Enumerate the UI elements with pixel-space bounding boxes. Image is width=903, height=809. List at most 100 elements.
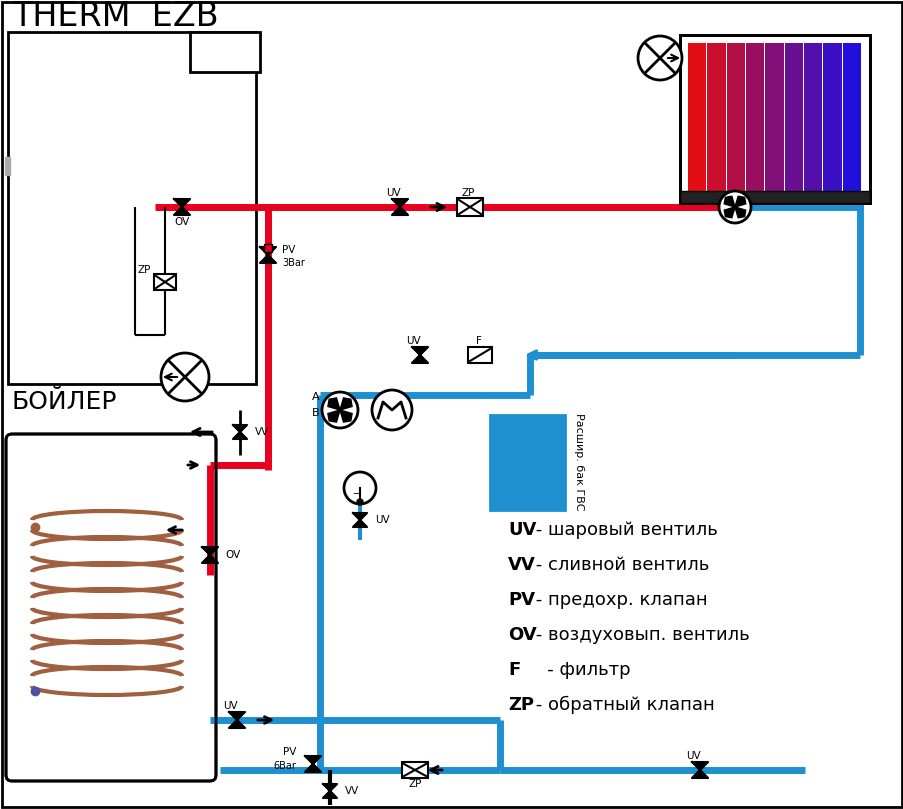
Polygon shape [322,784,337,798]
Text: UV: UV [386,188,400,198]
Bar [679,191,869,203]
Bar [18,713,204,718]
Text: A: A [312,392,320,402]
Bar [18,679,204,684]
Text: - воздуховып. вентиль: - воздуховып. вентиль [529,626,749,644]
Bar [18,615,204,620]
Bar [8,32,256,384]
Text: ZP: ZP [137,265,151,275]
Text: THERM  EZB: THERM EZB [12,0,219,32]
Polygon shape [352,513,367,527]
Text: PV: PV [507,591,535,609]
Text: БОЙЛЕР: БОЙЛЕР [12,390,117,414]
Text: F: F [507,661,519,679]
Bar [18,605,204,610]
Polygon shape [723,207,734,218]
Text: UV: UV [507,521,535,539]
Text: ZP: ZP [461,188,474,198]
Circle shape [357,499,363,505]
Circle shape [321,392,358,428]
Bar [18,462,204,468]
Bar [679,35,869,203]
Bar [18,649,204,654]
Text: - фильтр: - фильтр [529,661,630,679]
Text: ─: ─ [353,489,358,499]
Bar [190,32,260,72]
Text: UV: UV [222,701,237,711]
Text: UV: UV [405,336,420,346]
Bar [18,644,204,650]
Bar [18,659,204,664]
Polygon shape [392,199,407,215]
Text: - предохр. клапан: - предохр. клапан [529,591,707,609]
Text: VV: VV [507,556,535,574]
Bar [18,516,204,522]
Bar [18,492,204,498]
Bar [489,415,564,510]
Bar [687,43,705,195]
Bar [18,664,204,669]
Bar [745,43,764,195]
Polygon shape [734,207,745,218]
Bar [18,551,204,556]
Polygon shape [328,398,340,410]
Text: VV: VV [255,427,269,437]
Polygon shape [228,712,245,728]
Text: 3Bar: 3Bar [282,258,304,268]
Text: - обратный клапан: - обратный клапан [529,696,714,714]
Bar [18,487,204,492]
Polygon shape [201,547,218,563]
Bar [18,654,204,659]
Bar [18,722,204,728]
Bar [18,575,204,581]
Bar [5,157,10,175]
Text: PV: PV [282,245,295,255]
Bar [18,541,204,546]
Circle shape [718,191,750,223]
Bar [18,526,204,532]
Bar [18,728,204,733]
Bar [18,546,204,551]
Bar [18,703,204,709]
Text: OV: OV [225,550,240,560]
Bar [18,708,204,714]
Text: OV: OV [174,217,190,227]
Polygon shape [173,199,190,215]
Bar [706,43,725,195]
Polygon shape [304,756,321,772]
Polygon shape [340,398,351,410]
Bar [18,733,204,738]
Bar [18,561,204,566]
Text: PV: PV [283,747,295,757]
Bar [402,762,427,778]
Bar [18,502,204,507]
Bar [18,570,204,576]
Bar [18,600,204,605]
Text: Расшир. бак ГВС: Расшир. бак ГВС [573,413,583,510]
Text: ZP: ZP [408,779,421,789]
Bar [18,610,204,615]
Bar [18,669,204,674]
Bar [18,625,204,630]
Bar [18,511,204,517]
Circle shape [638,36,681,80]
FancyBboxPatch shape [6,434,216,781]
Bar [765,43,783,195]
Text: OV: OV [507,626,536,644]
Bar [18,497,204,502]
Bar [18,447,204,453]
Bar [18,639,204,645]
Polygon shape [260,247,275,263]
Bar [18,565,204,571]
Bar [18,443,204,448]
Bar [18,472,204,477]
Bar [18,531,204,536]
Bar [18,580,204,586]
Bar [18,506,204,512]
Bar [18,698,204,704]
Circle shape [344,472,376,504]
Bar [18,693,204,699]
Bar [18,634,204,640]
Bar [726,43,744,195]
Bar [842,43,860,195]
